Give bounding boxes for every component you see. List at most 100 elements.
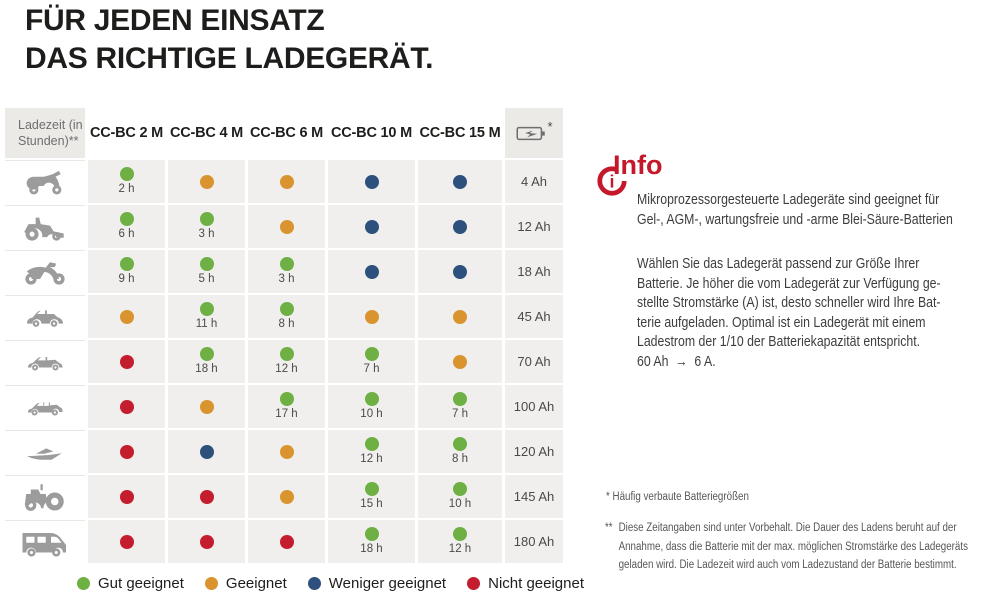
rating-cell: 15 h: [328, 475, 415, 518]
footnote-battery-sizes: * Häufig verbaute Batteriegrößen: [606, 491, 749, 503]
rating-cell: 18 h: [328, 520, 415, 563]
camper-icon: [16, 527, 74, 557]
rating-dot-good: [364, 482, 379, 496]
rating-cell: [248, 205, 325, 248]
battery-capacity-value: 145 Ah: [505, 475, 563, 518]
rating-dot-good: [453, 527, 467, 541]
mower-icon: [22, 212, 68, 242]
info-heading: Info: [613, 150, 663, 180]
rating-cell: 2 h: [88, 160, 165, 203]
battery-capacity-value: 45 Ah: [505, 295, 563, 338]
rating-dot-good: [119, 212, 134, 226]
charge-time-label: 11 h: [195, 318, 218, 330]
rating-dot-good: [453, 482, 467, 496]
rating-cell: [418, 295, 502, 338]
rating-cell: 8 h: [418, 430, 502, 473]
vehicle-cell-boat: [5, 430, 85, 473]
rating-cell: [88, 475, 165, 518]
legend-item-less: Weniger geeignet: [307, 575, 447, 592]
charge-time-label: 18 h: [360, 543, 383, 555]
rating-cell: [88, 295, 165, 338]
info-paragraph-1: Mikroprozessorgesteuerte Ladegeräte sind…: [637, 191, 953, 228]
battery-capacity-value: 18 Ah: [505, 250, 563, 293]
rating-cell: [248, 430, 325, 473]
legend-item-not: Nicht geeignet: [467, 575, 584, 592]
page-title: FÜR JEDEN EINSATZ DAS RICHTIGE LADEGERÄT…: [25, 2, 433, 78]
rating-cell: 3 h: [248, 250, 325, 293]
rating-cell: [328, 250, 415, 293]
title-line-2: DAS RICHTIGE LADEGERÄT.: [25, 42, 434, 75]
column-header-cc-bc-4m: CC-BC 4 M: [168, 108, 245, 158]
rating-cell: 12 h: [418, 520, 502, 563]
rating-cell: [168, 385, 245, 428]
charge-time-label: 2 h: [118, 183, 135, 195]
column-header-cc-bc-2m: CC-BC 2 M: [88, 108, 165, 158]
rating-cell: 11 h: [168, 295, 245, 338]
rating-dot-less: [199, 444, 214, 459]
boat-icon: [17, 440, 73, 464]
charge-time-label: 3 h: [198, 228, 215, 240]
rating-cell: 3 h: [168, 205, 245, 248]
charge-time-label: 15 h: [360, 498, 383, 510]
rating-cell: [418, 250, 502, 293]
charge-time-label: 7 h: [452, 408, 468, 420]
rating-dot-not: [199, 534, 214, 549]
rating-dot-good: [364, 527, 379, 541]
rating-dot-good: [279, 347, 294, 361]
legend-label: Nicht geeignet: [488, 575, 585, 592]
rating-dot-suitable: [279, 489, 294, 504]
rating-dot-not: [279, 534, 294, 549]
motorcycle-icon: [21, 258, 69, 286]
column-header-cc-bc-10m: CC-BC 10 M: [328, 108, 415, 158]
rating-dot-suitable: [119, 309, 134, 324]
rating-dot-suitable: [364, 309, 379, 324]
rating-cell: 7 h: [418, 385, 502, 428]
limousine-icon: [16, 396, 74, 418]
rating-dot-suitable: [279, 174, 294, 189]
rating-cell: [168, 475, 245, 518]
battery-size-column-header: *: [505, 108, 563, 158]
vehicle-cell-mower: [5, 205, 85, 248]
rating-cell: [328, 205, 415, 248]
legend-item-suitable: Geeignet: [204, 575, 287, 592]
rating-dot-not: [119, 354, 134, 369]
rating-dot-not: [119, 534, 134, 549]
rating-cell: [88, 430, 165, 473]
rating-cell: 10 h: [418, 475, 502, 518]
legend-label: Weniger geeignet: [328, 575, 447, 592]
rating-cell: 12 h: [248, 340, 325, 383]
charge-time-label: 8 h: [278, 318, 295, 330]
rating-dot-good: [364, 392, 379, 406]
rating-dot-not: [119, 444, 134, 459]
battery-capacity-value: 70 Ah: [505, 340, 563, 383]
vehicle-cell-camper: [5, 520, 85, 563]
svg-text:i: i: [610, 172, 615, 192]
rating-cell: [88, 385, 165, 428]
scooter-icon: [24, 168, 66, 196]
charge-time-label: 8 h: [452, 453, 468, 465]
rating-dot-good: [199, 347, 214, 361]
legend-item-good: Gut geeignet: [77, 575, 184, 592]
battery-capacity-value: 12 Ah: [505, 205, 563, 248]
battery-capacity-value: 120 Ah: [505, 430, 563, 473]
charge-time-label: 10 h: [448, 498, 472, 510]
sedan-icon: [18, 351, 72, 373]
footnote-marker: **: [605, 522, 613, 534]
rating-legend: Gut geeignet Geeignet Weniger geeignet Nich…: [77, 575, 584, 592]
rating-cell: 5 h: [168, 250, 245, 293]
charge-time-label: 6 h: [118, 228, 135, 240]
rating-cell: [248, 475, 325, 518]
rating-dot-good: [453, 437, 467, 451]
rating-dot-less: [364, 219, 379, 234]
charge-time-label: 17 h: [275, 408, 298, 420]
rating-dot-good: [364, 347, 379, 361]
vehicle-cell-small-car: [5, 295, 85, 338]
charge-time-label: 10 h: [360, 408, 383, 420]
rating-dot-good: [199, 302, 214, 316]
table-corner-label: Ladezeit (in Stunden)**: [5, 108, 85, 158]
vehicle-cell-motorcycle: [5, 250, 85, 293]
charge-time-label: 9 h: [118, 273, 135, 285]
legend-dot-good: [77, 577, 90, 590]
rating-dot-not: [119, 399, 134, 414]
